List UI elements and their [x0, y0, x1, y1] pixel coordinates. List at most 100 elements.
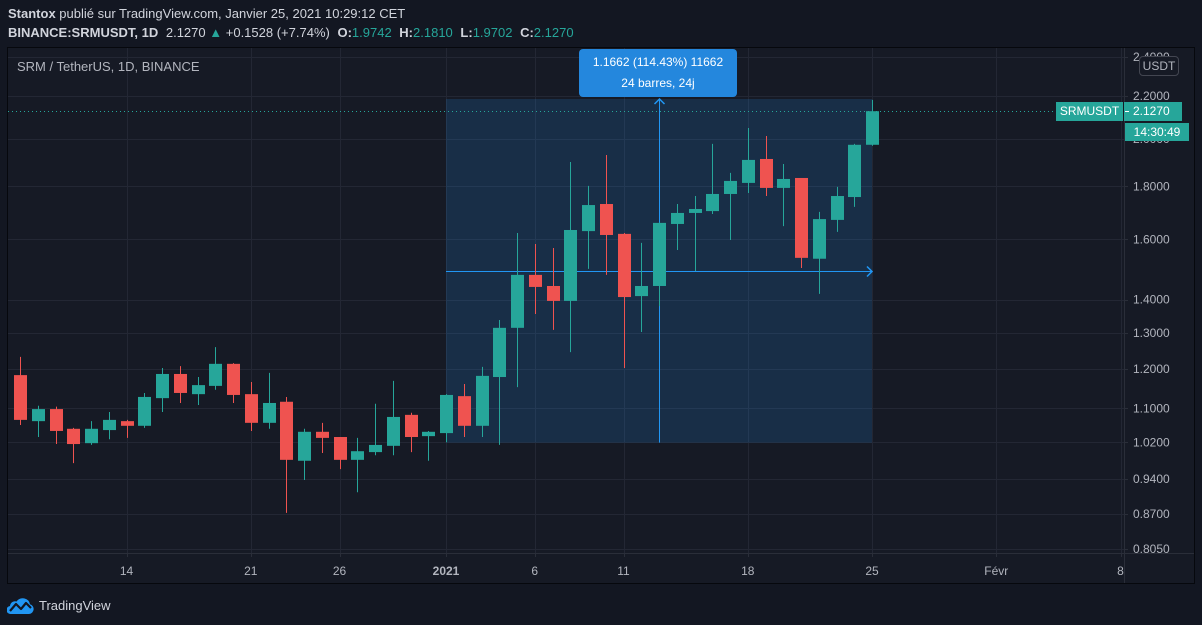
candle — [121, 419, 134, 438]
candle-body — [724, 180, 737, 194]
candle-body — [706, 193, 719, 212]
candle-body — [866, 111, 879, 145]
candle — [298, 428, 311, 481]
time-axis-label: 21 — [244, 564, 258, 578]
price-axis-label: 1.6000 — [1133, 232, 1170, 246]
candle-body — [689, 208, 702, 213]
candle — [724, 172, 737, 241]
candle-body — [476, 375, 489, 426]
candle-body — [156, 373, 169, 399]
candle — [67, 427, 80, 464]
candle — [813, 211, 826, 294]
candle — [848, 143, 861, 207]
candle — [493, 320, 506, 445]
candle — [85, 421, 98, 445]
candle — [795, 177, 808, 268]
candle — [14, 356, 27, 425]
tradingview-cloud-icon — [7, 596, 34, 615]
candle-body — [600, 204, 613, 235]
measure-change-text: 1.1662 (114.43%) 11662 — [592, 55, 724, 69]
candle — [422, 430, 435, 461]
candle-body — [440, 394, 453, 434]
candle — [777, 163, 790, 227]
candle-body — [493, 327, 506, 378]
candle-body — [635, 285, 648, 297]
candle-body — [529, 274, 542, 287]
candle — [742, 128, 755, 193]
candle-body — [351, 451, 364, 460]
candles — [14, 99, 879, 513]
candle-body — [263, 402, 276, 423]
candle — [635, 242, 648, 332]
last-price: 2.1270 — [165, 25, 206, 40]
candle — [334, 437, 347, 470]
price-axis-label: 0.8050 — [1133, 542, 1170, 556]
candle — [653, 222, 666, 307]
measure-tooltip[interactable]: 1.1662 (114.43%) 11662 24 barres, 24j — [579, 49, 737, 97]
published-text: publié sur TradingView.com, Janvier 25, … — [59, 6, 406, 21]
time-axis[interactable] — [8, 554, 1124, 583]
close-value: 2.1270 — [533, 25, 574, 40]
price-axis-label: 0.8700 — [1133, 507, 1170, 521]
candle — [564, 162, 577, 353]
candle — [316, 422, 329, 454]
tradingview-brand: TradingView — [39, 597, 111, 613]
candle-body — [422, 431, 435, 437]
arrow-right-icon — [866, 265, 874, 278]
price-axis-label: 1.3000 — [1133, 326, 1170, 340]
open-key: O: — [337, 25, 352, 40]
candle-body — [387, 416, 400, 446]
candle-body — [209, 363, 222, 386]
arrow-up-icon — [653, 97, 666, 105]
candle — [209, 347, 222, 390]
footer-branding[interactable]: TradingView — [7, 595, 111, 615]
candle-body — [671, 212, 684, 224]
close-key: C: — [520, 25, 534, 40]
currency-badge[interactable]: USDT — [1139, 56, 1179, 76]
candle-body — [227, 363, 240, 395]
high-key: H: — [399, 25, 414, 40]
last-price-axis-label: 2.1270 — [1124, 102, 1182, 121]
candle-body — [245, 394, 258, 423]
candle — [50, 406, 63, 445]
candle-body — [85, 428, 98, 444]
price-axis-label: 1.1000 — [1133, 401, 1170, 415]
candle-body — [121, 421, 134, 426]
candle-body — [103, 419, 116, 431]
chart-plot-area[interactable] — [8, 48, 1124, 553]
time-axis-label: 6 — [531, 564, 538, 578]
candle — [174, 366, 187, 403]
candle — [192, 377, 205, 405]
price-axis-label: 0.9400 — [1133, 472, 1170, 486]
candle-body — [795, 177, 808, 258]
price-axis-labels: 2.40002.20002.00001.80001.60001.40001.30… — [1124, 50, 1170, 556]
price-axis-label: 1.4000 — [1133, 293, 1170, 307]
author-name[interactable]: Stantox — [8, 6, 56, 21]
chart-legend[interactable]: SRM / TetherUS, 1D, BINANCE — [17, 59, 200, 74]
candle — [440, 394, 453, 443]
candle-body — [138, 396, 151, 426]
candle-body — [405, 414, 418, 438]
candle — [476, 366, 489, 438]
candle-body — [848, 144, 861, 198]
candle-body — [564, 229, 577, 301]
candle-body — [316, 431, 329, 438]
candle-body — [458, 396, 471, 426]
candle — [671, 204, 684, 251]
publication-info: Stantox publié sur TradingView.com, Janv… — [8, 6, 405, 22]
candle — [600, 154, 613, 275]
candle-body — [653, 222, 666, 286]
candle-body — [547, 285, 560, 301]
triangle-up-icon: ▲ — [209, 25, 223, 40]
candle — [351, 437, 364, 493]
candle-body — [50, 409, 63, 431]
candle — [138, 392, 151, 428]
candle-body — [280, 401, 293, 460]
time-axis-label: 18 — [741, 564, 755, 578]
candle — [156, 367, 169, 412]
candle-body — [174, 373, 187, 393]
candle-body — [298, 431, 311, 461]
candle-body — [582, 205, 595, 232]
open-value: 1.9742 — [351, 25, 392, 40]
